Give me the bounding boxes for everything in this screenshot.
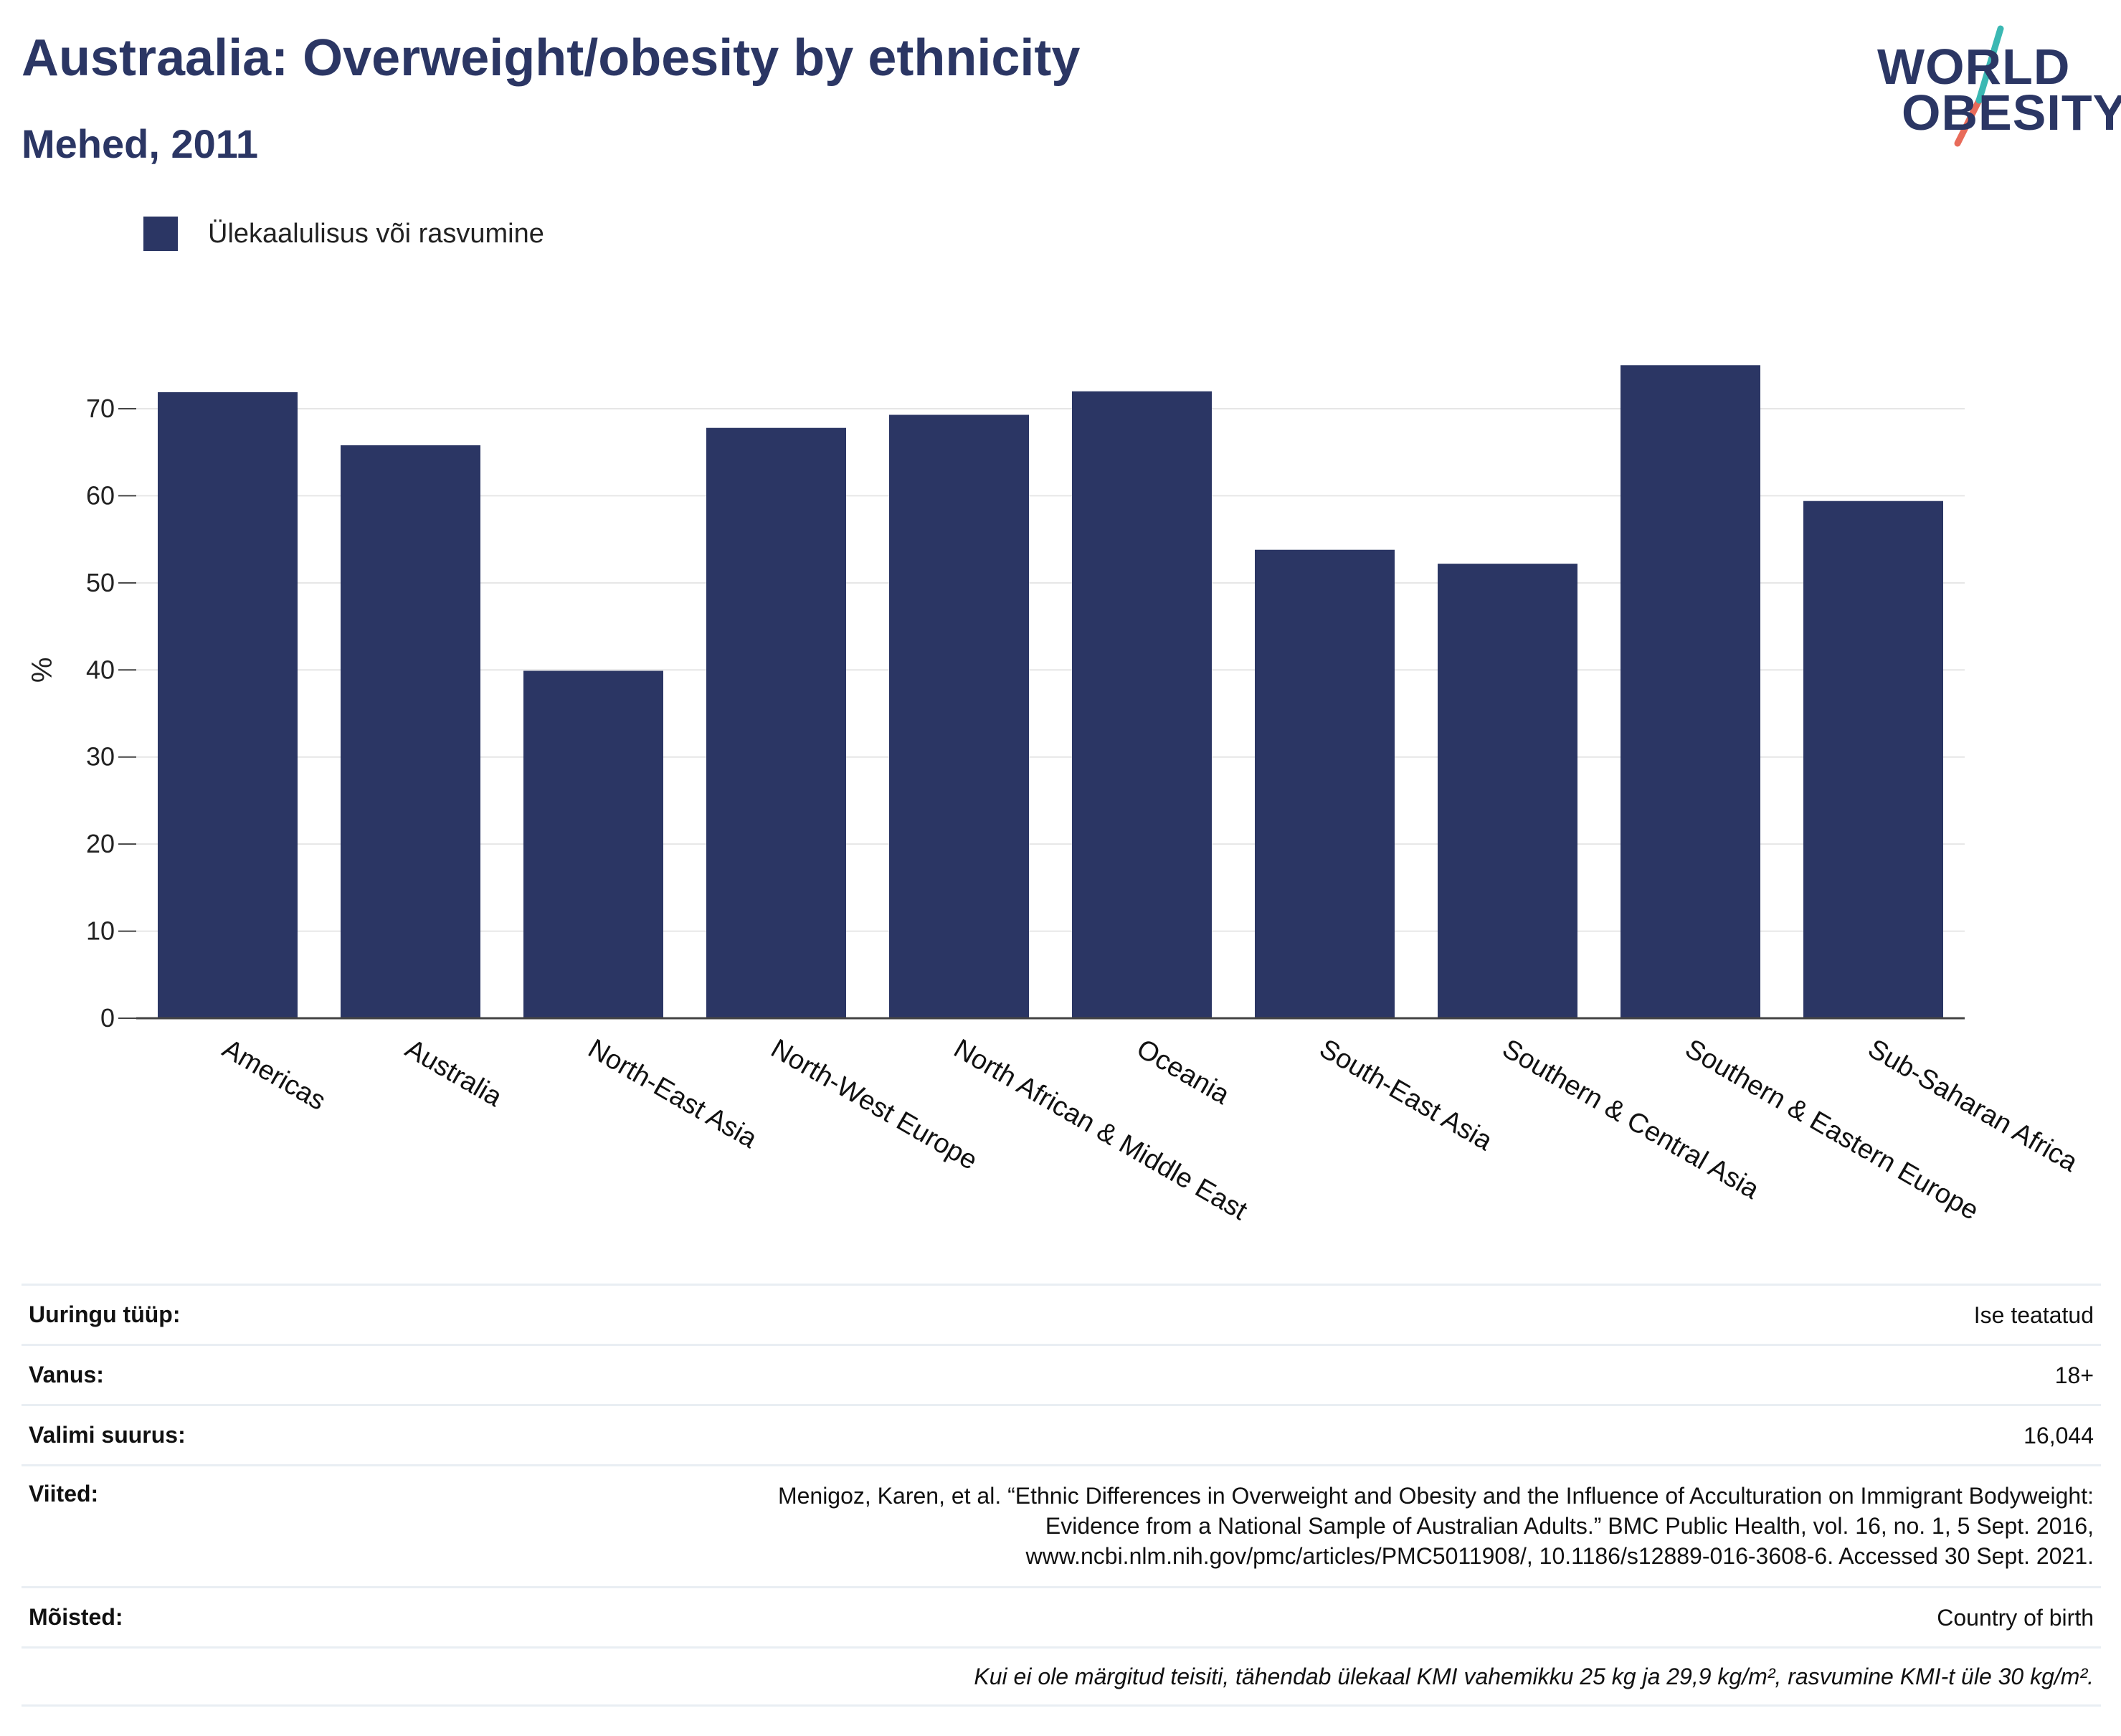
y-axis-label: % (27, 657, 58, 683)
bar (706, 427, 846, 1018)
logo-word-world: WORLD (1877, 39, 2071, 95)
details-row-sample-size: Valimi suurus: 16,044 (22, 1404, 2101, 1464)
details-table: Uuringu tüüp: Ise teatatud Vanus: 18+ Va… (22, 1284, 2101, 1707)
bar (889, 414, 1029, 1018)
details-row-age: Vanus: 18+ (22, 1344, 2101, 1404)
bar (1621, 365, 1760, 1018)
details-value: 18+ (2054, 1362, 2094, 1388)
legend-label: Ülekaalulisus või rasvumine (208, 218, 544, 249)
details-value: Menigoz, Karen, et al. “Ethnic Differenc… (778, 1481, 2094, 1571)
bar-chart: 0 10 20 30 40 50 60 70% Americas Australia North-E… (27, 365, 2083, 1226)
x-tick-label: North-West Europe (766, 1033, 982, 1176)
details-row-references: Viited: Menigoz, Karen, et al. “Ethnic D… (22, 1464, 2101, 1586)
details-key: Uuringu tüüp: (29, 1301, 181, 1327)
details-key: Viited: (29, 1481, 99, 1507)
x-tick-label: North African & Middle East (949, 1033, 1253, 1226)
bar (158, 392, 298, 1018)
y-tick-label: 40 (86, 655, 115, 684)
reference-line: Evidence from a National Sample of Austr… (1045, 1513, 2094, 1539)
bar (1255, 549, 1395, 1018)
details-value: 16,044 (2023, 1422, 2094, 1448)
x-tick-label: Oceania (1131, 1033, 1235, 1111)
x-tick-label: Southern & Eastern Europe (1680, 1033, 1983, 1226)
y-tick-label: 60 (86, 480, 115, 510)
x-tick-label: North-East Asia (583, 1033, 762, 1154)
y-tick-label: 20 (86, 829, 115, 858)
y-tick-label: 70 (86, 394, 115, 423)
details-key: Mõisted: (29, 1604, 123, 1630)
details-key: Valimi suurus: (29, 1422, 186, 1448)
chart-legend: Ülekaalulisus või rasvumine (143, 217, 544, 251)
y-tick-label: 0 (100, 1003, 115, 1033)
y-tick-label: 50 (86, 568, 115, 597)
x-tick-label: Americas (217, 1033, 331, 1116)
bar (523, 670, 663, 1018)
logo-word-obesity: OBESITY (1902, 85, 2121, 141)
details-row-footnote: Kui ei ole märgitud teisiti, tähendab ül… (22, 1646, 2101, 1707)
footnote: Kui ei ole märgitud teisiti, tähendab ül… (974, 1664, 2094, 1689)
reference-line: Menigoz, Karen, et al. “Ethnic Differenc… (777, 1483, 2094, 1509)
reference-line: www.ncbi.nlm.nih.gov/pmc/articles/PMC501… (1025, 1543, 2094, 1569)
details-value: Country of birth (1937, 1604, 2094, 1631)
legend-swatch (143, 217, 178, 251)
bar (1803, 501, 1943, 1018)
bar (1072, 391, 1212, 1018)
x-tick-label: South-East Asia (1314, 1033, 1498, 1157)
bar (341, 445, 480, 1018)
y-tick-label: 30 (86, 742, 115, 772)
world-obesity-logo: WORLD OBESITY (1871, 22, 2121, 158)
details-row-survey-type: Uuringu tüüp: Ise teatatud (22, 1284, 2101, 1344)
bar (1438, 564, 1577, 1018)
chart-subtitle: Mehed, 2011 (22, 121, 258, 166)
y-tick-label: 10 (86, 916, 115, 946)
x-tick-label: Australia (400, 1033, 508, 1113)
details-key: Vanus: (29, 1362, 104, 1388)
logo-slash-icon (1954, 25, 2004, 147)
details-value: Ise teatatud (1973, 1301, 2094, 1328)
chart-title: Austraalia: Overweight/obesity by ethnic… (22, 29, 1081, 87)
details-row-definitions: Mõisted: Country of birth (22, 1586, 2101, 1646)
